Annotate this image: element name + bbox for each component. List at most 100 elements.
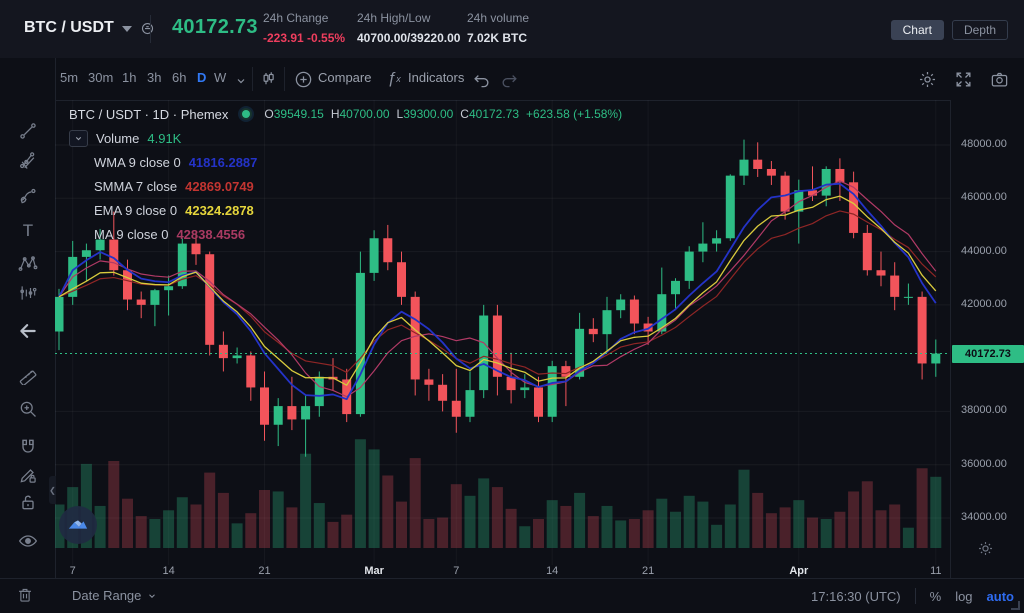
volume-bar [711, 524, 723, 548]
forecast-tool-icon[interactable] [17, 282, 39, 304]
chart-view-button[interactable]: Chart [890, 20, 944, 40]
volume-bar [601, 505, 613, 548]
price-chart-canvas[interactable] [55, 100, 950, 565]
volume-bar [628, 519, 640, 548]
candle [794, 190, 804, 212]
indicators-button[interactable]: Indicators [408, 70, 465, 85]
stat-label: 24h Change [263, 11, 329, 25]
timeframe-1h[interactable]: 1h [122, 70, 137, 85]
candle [355, 272, 365, 415]
pair-info-icon[interactable] [140, 21, 155, 36]
date-range-button[interactable]: Date Range [72, 588, 157, 603]
ohlc-low: 39300.00 [403, 107, 454, 121]
candle [547, 366, 557, 417]
volume-bar [916, 468, 928, 548]
resize-corner[interactable] [1011, 601, 1020, 610]
text-tool-icon[interactable]: T [22, 221, 34, 240]
stat-value: 7.02K BTC [467, 31, 528, 45]
volume-bar [752, 492, 764, 548]
xabcd-pattern-icon[interactable] [17, 253, 39, 275]
volume-bar [272, 491, 284, 548]
x-axis-label: 21 [258, 565, 271, 577]
candle [643, 323, 653, 332]
back-arrow-icon[interactable] [17, 320, 39, 342]
trash-icon[interactable] [16, 586, 36, 606]
hide-drawings-eye-icon[interactable] [17, 530, 39, 552]
volume-bar [437, 517, 449, 548]
x-axis-label: 14 [162, 565, 175, 577]
candle [766, 168, 776, 176]
chart-area[interactable]: BTC / USDT · 1D · Phemex O39549.15 H4070… [55, 100, 950, 565]
market-status-dot[interactable] [238, 106, 255, 122]
candle [438, 384, 448, 401]
timeframe-chevron-down-icon[interactable] [230, 70, 252, 92]
stat-24h-high-low: 24h High/Low 40700.00/39220.00 [357, 11, 460, 45]
candle [629, 299, 639, 324]
volume-collapse-button[interactable] [69, 130, 88, 147]
drawing-lock-icon[interactable] [17, 464, 39, 486]
timeframe-1d[interactable]: D [197, 70, 207, 85]
ma-label: MA 9 close 0 [94, 227, 169, 242]
volume-bar [286, 507, 298, 548]
ruler-icon[interactable] [17, 364, 39, 386]
candle [492, 315, 502, 377]
auto-scale-button[interactable]: auto [986, 588, 1014, 604]
stat-24h-change: 24h Change -223.91 -0.55% [263, 11, 345, 45]
candle [314, 376, 324, 407]
lock-all-icon[interactable] [17, 491, 39, 513]
candle [890, 275, 900, 297]
candle [588, 328, 598, 335]
timeframe-1w[interactable]: W [214, 70, 227, 85]
percent-scale-button[interactable]: % [929, 588, 942, 604]
candle [931, 353, 941, 364]
candle [657, 294, 667, 332]
timeframe-6h[interactable]: 6h [172, 70, 187, 85]
ohlc-high: 40700.00 [339, 107, 390, 121]
fullscreen-icon[interactable] [952, 68, 974, 90]
log-scale-button[interactable]: log [955, 588, 973, 604]
undo-icon[interactable] [470, 68, 492, 90]
volume-bar [163, 510, 175, 548]
timeframe-30m[interactable]: 30m [88, 70, 114, 85]
brush-icon[interactable] [17, 185, 39, 207]
pitchfork-icon[interactable] [17, 150, 39, 172]
volume-bar [176, 497, 188, 548]
x-axis-label: 21 [641, 565, 655, 577]
volume-bar [190, 504, 202, 548]
pair-selector[interactable]: BTC / USDT [24, 19, 155, 37]
timeframe-5m[interactable]: 5m [60, 70, 79, 85]
candle [232, 355, 242, 359]
volume-bar [80, 463, 92, 548]
timeframe-3h[interactable]: 3h [147, 70, 162, 85]
theme-brightness-icon[interactable] [977, 540, 994, 557]
time-axis[interactable]: 7 14 21 Mar 7 14 21 Apr 11 [55, 565, 950, 578]
x-axis-label: 14 [546, 565, 559, 577]
clock-utc[interactable]: 17:16:30 (UTC) [811, 588, 901, 604]
zoom-in-icon[interactable] [17, 398, 39, 420]
price-axis[interactable]: 48000.00 46000.00 44000.00 42000.00 38000.00… [950, 100, 1024, 578]
volume-bar [204, 472, 216, 548]
compare-plus-icon[interactable] [292, 68, 314, 90]
candle-style-icon[interactable] [258, 68, 280, 90]
depth-view-button[interactable]: Depth [951, 20, 1008, 40]
camera-snapshot-icon[interactable] [988, 68, 1010, 90]
candle [821, 168, 831, 196]
magnet-icon[interactable] [17, 436, 39, 458]
y-axis-label: 38000.00 [961, 404, 1007, 417]
candle [520, 387, 530, 391]
redo-icon[interactable] [498, 68, 520, 90]
toolbar-collapse-handle[interactable]: ❮ [49, 476, 56, 504]
compare-button[interactable]: Compare [318, 70, 372, 85]
candle [876, 270, 886, 276]
candle [616, 299, 626, 311]
volume-bar [519, 526, 531, 548]
volume-bar [341, 514, 353, 548]
volume-bar [505, 508, 517, 548]
candle [451, 400, 461, 417]
settings-gear-icon[interactable] [916, 68, 938, 90]
trend-line-icon[interactable] [17, 120, 39, 142]
candle [561, 366, 571, 377]
volume-bar [587, 516, 599, 548]
ohlc-close: 40172.73 [468, 107, 520, 121]
